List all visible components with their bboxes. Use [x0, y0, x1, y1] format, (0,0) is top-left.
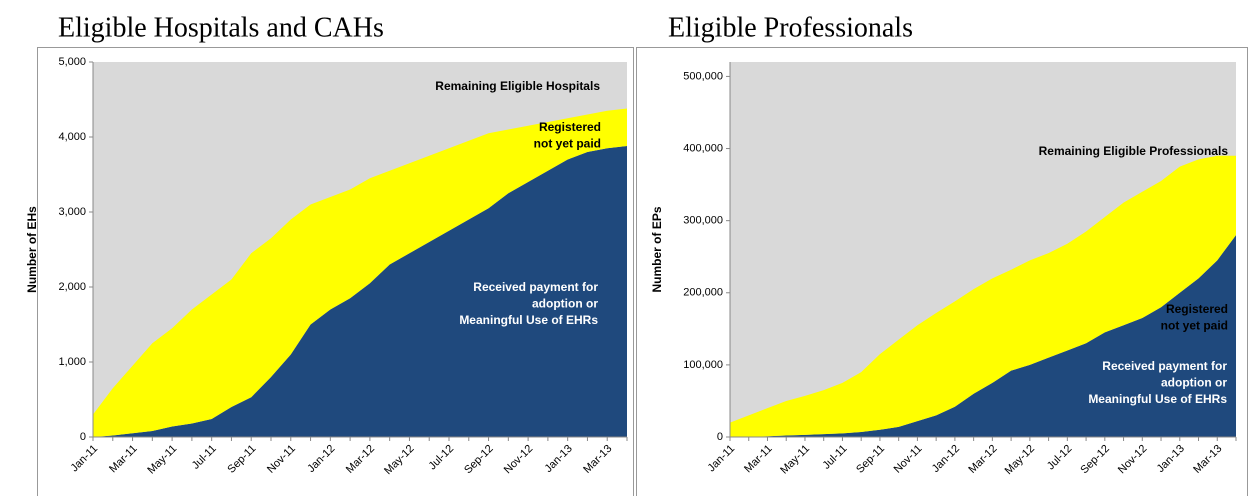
x-tick-label: Mar-11: [742, 443, 775, 476]
area-series: [93, 146, 627, 437]
x-tick-label: Jul-11: [821, 443, 850, 472]
x-tick-label: Jan-11: [705, 443, 737, 475]
y-tick-label: 5,000: [58, 56, 86, 68]
x-tick-label: Mar-11: [107, 443, 140, 476]
x-tick-label: Jan-12: [305, 443, 337, 475]
x-tick-label: Jan-13: [543, 443, 575, 475]
x-tick-label: Jan-12: [930, 443, 962, 475]
y-tick-label: 2,000: [58, 281, 86, 293]
x-tick-label: May-11: [145, 443, 179, 477]
annotation: adoption or: [532, 297, 598, 311]
x-tick-label: Mar-13: [581, 443, 614, 476]
annotation: adoption or: [1161, 376, 1227, 390]
y-tick-label: 400,000: [683, 142, 723, 154]
x-tick-label: May-12: [1003, 443, 1037, 477]
x-tick-label: Nov-11: [892, 443, 925, 476]
y-axis-label: Number of EPs: [650, 206, 664, 292]
area-series: [93, 108, 627, 437]
x-tick-label: Nov-12: [1116, 443, 1150, 477]
x-tick-label: Jul-11: [190, 443, 219, 472]
area-series: [730, 235, 1236, 437]
annotation: not yet paid: [534, 137, 601, 151]
x-tick-label: Jul-12: [426, 443, 456, 473]
x-tick-label: Sep-12: [462, 443, 496, 477]
chart-frame: [37, 47, 634, 496]
chart-title: Eligible Professionals: [668, 12, 913, 43]
annotation: Received payment for: [1102, 359, 1227, 373]
annotation: Remaining Eligible Hospitals: [435, 79, 600, 93]
x-tick-label: Mar-12: [966, 443, 999, 476]
annotation: Registered: [539, 120, 601, 134]
y-tick-label: 0: [717, 431, 723, 443]
y-tick-label: 3,000: [58, 206, 86, 218]
x-tick-label: Mar-12: [344, 443, 377, 476]
y-tick-label: 4,000: [58, 131, 86, 143]
chart-title: Eligible Hospitals and CAHs: [58, 12, 384, 43]
y-axis-label: Number of EHs: [25, 206, 39, 293]
annotation: Meaningful Use of EHRs: [1088, 392, 1227, 406]
x-tick-label: May-11: [778, 443, 812, 477]
x-tick-label: Mar-13: [1191, 443, 1224, 476]
y-tick-label: 200,000: [683, 287, 723, 299]
area-series: [730, 155, 1236, 437]
x-tick-label: Jan-11: [68, 443, 100, 475]
x-tick-label: Jul-12: [1045, 443, 1075, 473]
y-tick-label: 1,000: [58, 356, 86, 368]
x-tick-label: Jan-13: [1155, 443, 1187, 475]
y-tick-label: 500,000: [683, 70, 723, 82]
annotation: Received payment for: [473, 280, 598, 294]
x-tick-label: Nov-11: [265, 443, 298, 476]
x-tick-label: Sep-11: [225, 443, 258, 476]
x-tick-label: Sep-12: [1078, 443, 1112, 477]
annotation: not yet paid: [1161, 319, 1228, 333]
y-tick-label: 100,000: [683, 359, 723, 371]
y-tick-label: 300,000: [683, 215, 723, 227]
annotation: Registered: [1166, 302, 1228, 316]
annotation: Remaining Eligible Professionals: [1039, 144, 1229, 158]
y-tick-label: 0: [80, 431, 86, 443]
x-tick-label: Sep-11: [854, 443, 887, 476]
x-tick-label: Nov-12: [502, 443, 536, 477]
annotation: Meaningful Use of EHRs: [459, 313, 598, 327]
x-tick-label: May-12: [382, 443, 416, 477]
